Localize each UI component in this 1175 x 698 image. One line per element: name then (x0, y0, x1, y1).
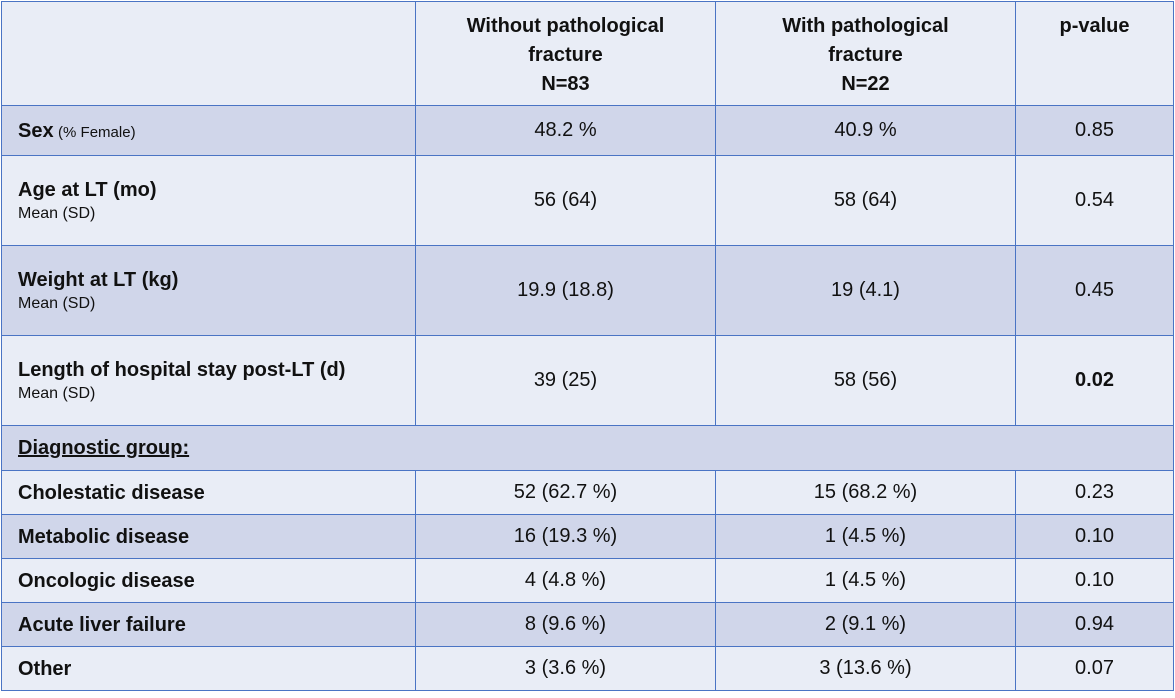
table-header-row: Without pathological fracture N=83 With … (1, 1, 1174, 106)
row-sublabel: Mean (SD) (18, 294, 96, 312)
header-line: fracture (528, 44, 603, 66)
value-without-fracture: 8 (9.6 %) (415, 602, 716, 647)
value-without-fracture: 48.2 % (415, 105, 716, 156)
row-label: Length of hospital stay post-LT (d) (18, 358, 346, 381)
row-label-cell: Other (1, 646, 416, 691)
p-value-cell: 0.85 (1015, 105, 1174, 156)
header-line: N=22 (841, 73, 890, 95)
table-row: Length of hospital stay post-LT (d) Mean… (1, 335, 1174, 426)
section-row: Diagnostic group: (1, 425, 1174, 471)
p-value-cell: 0.45 (1015, 245, 1174, 336)
value-with-fracture: 40.9 % (715, 105, 1016, 156)
row-label: Oncologic disease (18, 569, 195, 592)
p-value-cell-significant: 0.02 (1015, 335, 1174, 426)
row-label: Age at LT (mo) (18, 178, 157, 201)
row-label: Sex (18, 119, 54, 142)
value-without-fracture: 52 (62.7 %) (415, 470, 716, 515)
row-label: Acute liver failure (18, 613, 186, 636)
row-label-cell: Sex (% Female) (1, 105, 416, 156)
row-sublabel: Mean (SD) (18, 384, 96, 402)
row-label: Metabolic disease (18, 525, 190, 548)
row-label: Weight at LT (kg) (18, 268, 179, 291)
header-line: fracture (828, 44, 903, 66)
value-without-fracture: 16 (19.3 %) (415, 514, 716, 559)
table-row: Oncologic disease 4 (4.8 %) 1 (4.5 %) 0.… (1, 558, 1174, 603)
value-without-fracture: 19.9 (18.8) (415, 245, 716, 336)
section-label-cell: Diagnostic group: (1, 425, 1174, 471)
header-line: Without pathological (466, 15, 665, 37)
value-with-fracture: 2 (9.1 %) (715, 602, 1016, 647)
value-with-fracture: 3 (13.6 %) (715, 646, 1016, 691)
value-without-fracture: 4 (4.8 %) (415, 558, 716, 603)
row-label: Other (18, 657, 72, 680)
header-empty-cell (1, 1, 416, 106)
row-label-cell: Metabolic disease (1, 514, 416, 559)
value-with-fracture: 15 (68.2 %) (715, 470, 1016, 515)
table-row: Acute liver failure 8 (9.6 %) 2 (9.1 %) … (1, 602, 1174, 647)
row-label-cell: Cholestatic disease (1, 470, 416, 515)
p-value-cell: 0.54 (1015, 155, 1174, 246)
table-row: Metabolic disease 16 (19.3 %) 1 (4.5 %) … (1, 514, 1174, 559)
row-label-cell: Weight at LT (kg) Mean (SD) (1, 245, 416, 336)
table-row: Cholestatic disease 52 (62.7 %) 15 (68.2… (1, 470, 1174, 515)
header-with-fracture: With pathological fracture N=22 (715, 1, 1016, 106)
p-value-cell: 0.07 (1015, 646, 1174, 691)
row-label-cell: Acute liver failure (1, 602, 416, 647)
row-label-cell: Length of hospital stay post-LT (d) Mean… (1, 335, 416, 426)
row-sublabel: Mean (SD) (18, 204, 96, 222)
header-p-value: p-value (1015, 1, 1174, 106)
value-with-fracture: 58 (64) (715, 155, 1016, 246)
value-with-fracture: 1 (4.5 %) (715, 558, 1016, 603)
table-row: Age at LT (mo) Mean (SD) 56 (64) 58 (64)… (1, 155, 1174, 246)
row-label: Cholestatic disease (18, 481, 205, 504)
p-value-cell: 0.23 (1015, 470, 1174, 515)
header-line: N=83 (541, 73, 590, 95)
value-without-fracture: 56 (64) (415, 155, 716, 246)
value-with-fracture: 58 (56) (715, 335, 1016, 426)
p-value-cell: 0.10 (1015, 558, 1174, 603)
value-with-fracture: 19 (4.1) (715, 245, 1016, 336)
header-without-fracture: Without pathological fracture N=83 (415, 1, 716, 106)
header-line: With pathological (782, 15, 949, 37)
table-row: Other 3 (3.6 %) 3 (13.6 %) 0.07 (1, 646, 1174, 691)
value-without-fracture: 39 (25) (415, 335, 716, 426)
table-row: Weight at LT (kg) Mean (SD) 19.9 (18.8) … (1, 245, 1174, 336)
section-label: Diagnostic group: (18, 437, 190, 459)
row-label-cell: Age at LT (mo) Mean (SD) (1, 155, 416, 246)
p-value-cell: 0.94 (1015, 602, 1174, 647)
row-sublabel: (% Female) (58, 123, 136, 141)
value-without-fracture: 3 (3.6 %) (415, 646, 716, 691)
table-row: Sex (% Female) 48.2 % 40.9 % 0.85 (1, 105, 1174, 156)
row-label-cell: Oncologic disease (1, 558, 416, 603)
value-with-fracture: 1 (4.5 %) (715, 514, 1016, 559)
p-value-cell: 0.10 (1015, 514, 1174, 559)
header-line: p-value (1059, 15, 1130, 37)
